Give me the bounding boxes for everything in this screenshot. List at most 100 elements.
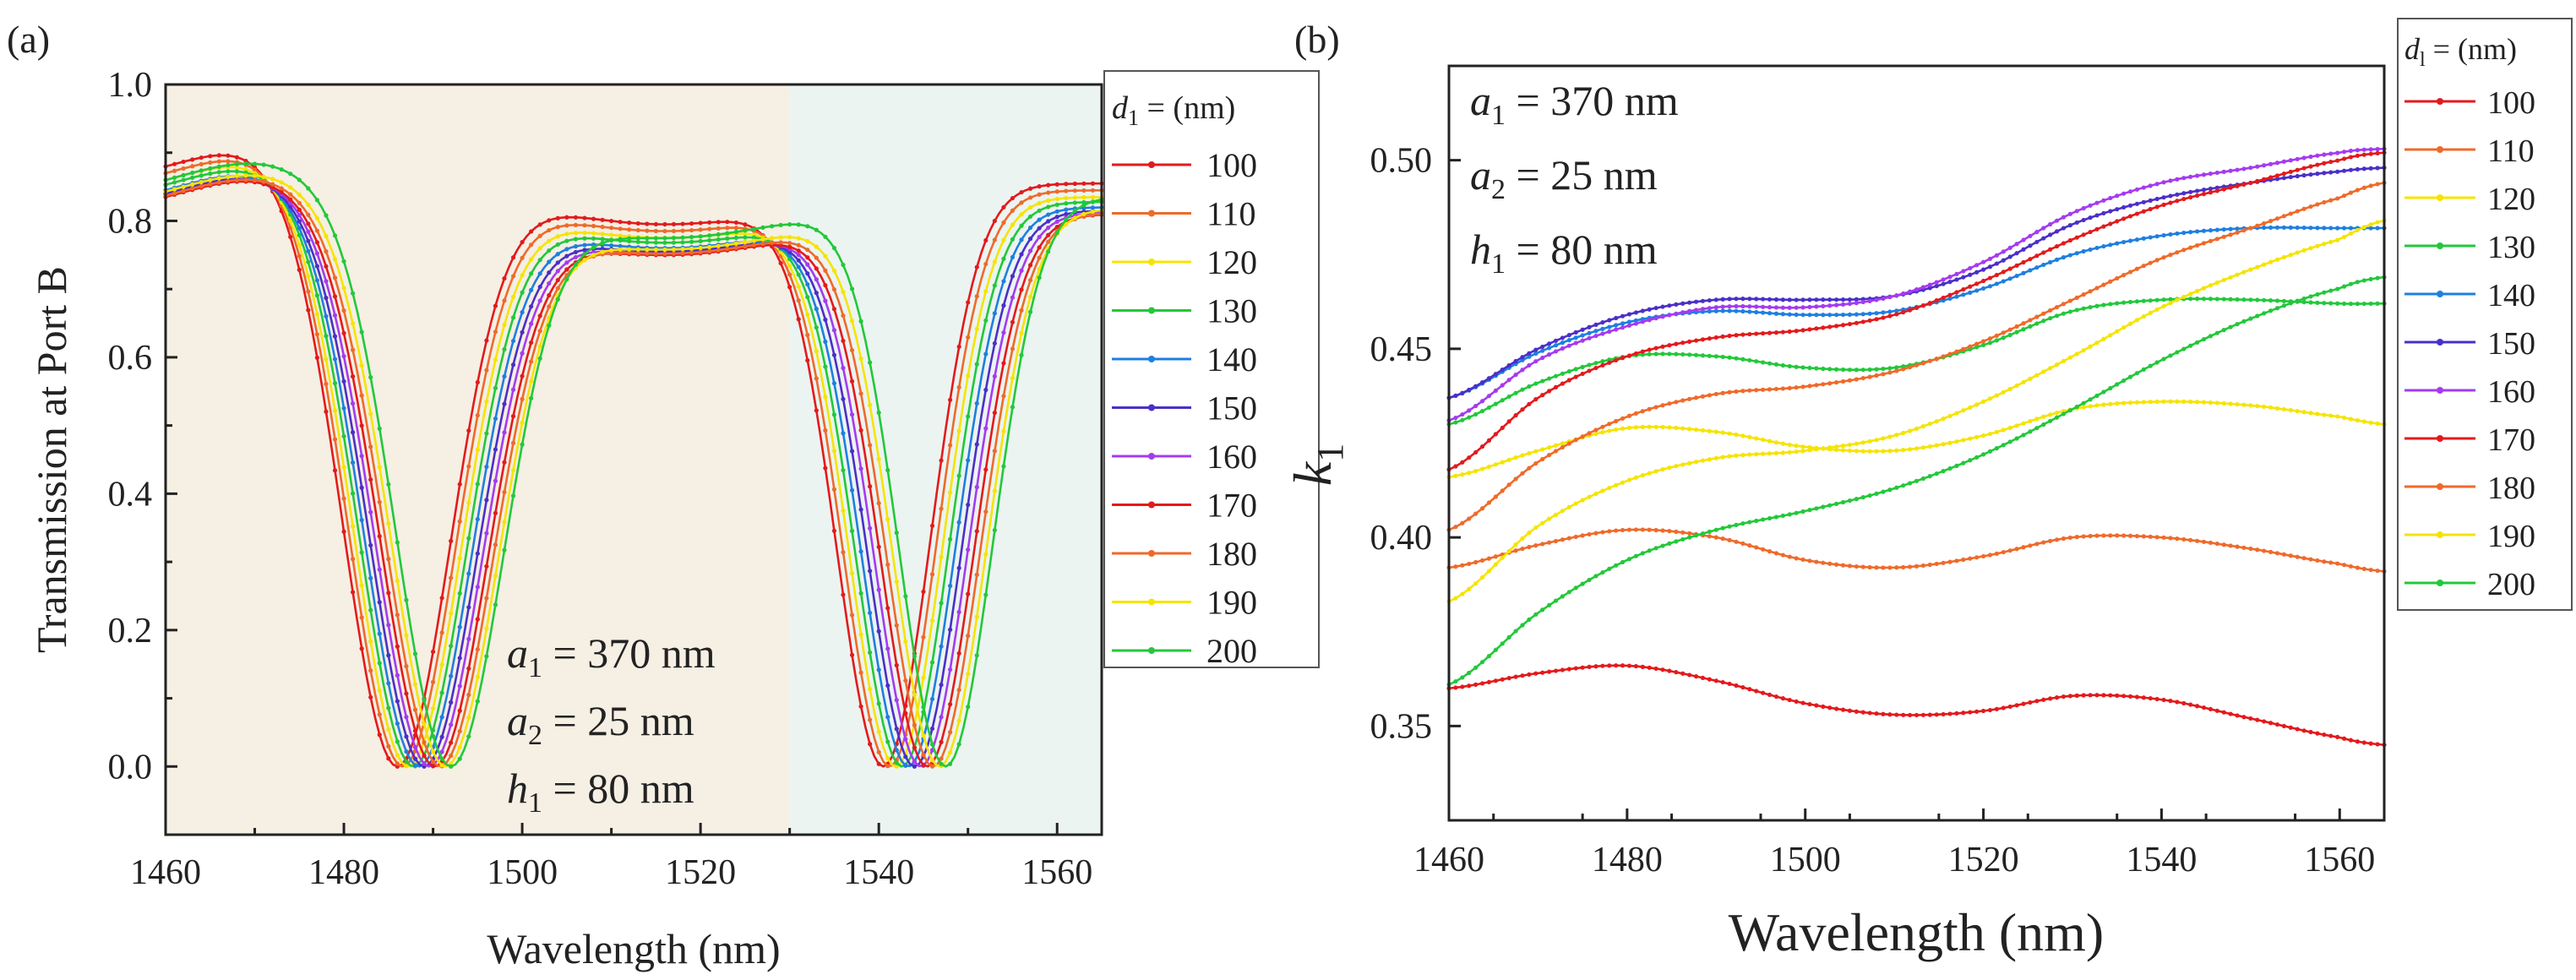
panel-b-data-point — [1727, 355, 1732, 360]
panel-a: (a) 1460 1480 1500 1520 1540 1560 0.00.20.40.… — [7, 18, 1320, 972]
panel-b-data-point — [1821, 382, 1826, 387]
panel-b-data-point — [2121, 273, 2127, 278]
panel-b-data-point — [1460, 460, 1465, 465]
panel-b-data-point — [2007, 439, 2012, 444]
panel-b-data-point — [2335, 196, 2340, 201]
panel-b-data-point — [1674, 425, 1679, 431]
panel-b-data-point — [1773, 440, 1779, 445]
panel-b-data-point — [2361, 566, 2366, 571]
panel-a-data-point — [439, 596, 444, 601]
panel-a-data-point — [1054, 202, 1059, 207]
panel-b-data-point — [1720, 308, 1725, 313]
panel-b-data-point — [1814, 703, 1819, 708]
panel-a-y-tick-label: 0.2 — [108, 612, 153, 651]
panel-b-data-point — [1941, 442, 1946, 447]
panel-b-data-point — [1573, 335, 1578, 340]
panel-a-data-point — [377, 732, 382, 738]
panel-a-data-point — [894, 748, 899, 753]
panel-b-data-point — [1633, 425, 1638, 430]
panel-a-data-point — [1001, 303, 1006, 308]
panel-b-data-point — [2195, 229, 2200, 234]
panel-b-data-point — [1566, 667, 1571, 672]
panel-a-data-point — [707, 220, 712, 225]
panel-a-data-point — [439, 734, 444, 739]
panel-a-data-point — [502, 547, 507, 553]
panel-b-data-point — [1633, 318, 1638, 323]
panel-a-data-point — [324, 233, 329, 239]
panel-b-data-point — [1506, 362, 1511, 368]
panel-a-data-point — [609, 242, 614, 248]
panel-b-data-point — [1640, 409, 1645, 414]
panel-b-data-point — [2208, 334, 2214, 339]
panel-b-data-point — [2054, 218, 2060, 223]
panel-b-data-point — [2168, 399, 2173, 404]
panel-a-data-point — [520, 373, 525, 378]
panel-b-data-point — [1974, 455, 1980, 460]
panel-a-data-point — [778, 240, 783, 245]
panel-a-data-point — [475, 516, 480, 522]
panel-a-data-point — [484, 498, 489, 503]
panel-b-data-point — [2127, 374, 2133, 379]
panel-b-data-point — [1807, 558, 1812, 564]
panel-b-data-point — [1773, 386, 1779, 392]
panel-a-data-point — [573, 231, 579, 236]
panel-a-data-point — [252, 173, 258, 178]
panel-b-data-point — [2141, 185, 2146, 190]
panel-a-data-point — [903, 594, 908, 599]
panel-b-data-point — [2168, 536, 2173, 541]
panel-b-data-point — [2054, 229, 2060, 234]
panel-b-data-point — [1707, 529, 1712, 534]
panel-a-data-point — [814, 227, 819, 232]
panel-b-data-point — [1834, 706, 1839, 711]
panel-b-data-point — [2368, 226, 2373, 231]
panel-b-data-point — [2221, 169, 2226, 174]
panel-a-data-point — [885, 646, 890, 651]
panel-a-data-point — [814, 408, 819, 413]
panel-b-data-point — [1821, 313, 1826, 318]
panel-b-data-point — [2235, 544, 2240, 549]
panel-b-data-point — [2074, 209, 2079, 214]
panel-b-data-point — [1533, 612, 1539, 617]
panel-a-data-point — [1010, 405, 1016, 410]
panel-a-series-line-180 — [165, 178, 1103, 768]
panel-b-data-point — [1980, 339, 1986, 344]
panel-b-legend-title: dl = (nm) — [2404, 32, 2517, 71]
panel-a-data-point — [805, 271, 810, 276]
panel-b-data-point — [1486, 569, 1492, 574]
panel-a-data-point — [858, 391, 863, 396]
panel-b-data-point — [1767, 438, 1773, 444]
panel-b-data-point — [1674, 311, 1679, 316]
panel-b-data-point — [2361, 166, 2366, 172]
panel-b-data-point — [2101, 302, 2106, 308]
panel-b-data-point — [1626, 323, 1632, 328]
panel-b-data-point — [2121, 300, 2127, 305]
panel-b-data-point — [2235, 272, 2240, 277]
panel-a-legend-label-120: 120 — [1206, 243, 1257, 281]
panel-a-data-point — [680, 221, 685, 226]
panel-b-data-point — [1780, 441, 1785, 446]
panel-a-data-point — [412, 728, 418, 733]
panel-b-data-point — [1600, 326, 1605, 331]
panel-b-data-point — [1847, 301, 1853, 307]
panel-a-data-point — [351, 347, 356, 352]
panel-a-data-point — [591, 253, 596, 258]
panel-b-data-point — [1493, 372, 1498, 377]
panel-b-data-point — [2188, 245, 2193, 250]
panel-a-data-point — [929, 572, 935, 577]
panel-a-data-point — [903, 754, 908, 760]
panel-a-legend-marker — [1148, 259, 1155, 265]
panel-b-data-point — [1860, 299, 1865, 305]
panel-b-data-point — [2061, 358, 2067, 364]
panel-b-data-point — [1593, 322, 1598, 327]
panel-a-data-point — [502, 460, 507, 465]
panel-a-data-point — [368, 575, 373, 580]
panel-b-data-point — [2041, 369, 2046, 374]
panel-a-data-point — [529, 395, 534, 401]
panel-a-x-tick-label: 1560 — [1021, 853, 1092, 892]
panel-a-data-point — [449, 644, 454, 649]
panel-a-data-point — [1046, 204, 1051, 210]
panel-b-data-point — [1840, 367, 1846, 373]
panel-b-data-point — [1901, 367, 1906, 372]
panel-b-data-point — [1680, 301, 1686, 306]
panel-b-data-point — [1633, 475, 1638, 480]
